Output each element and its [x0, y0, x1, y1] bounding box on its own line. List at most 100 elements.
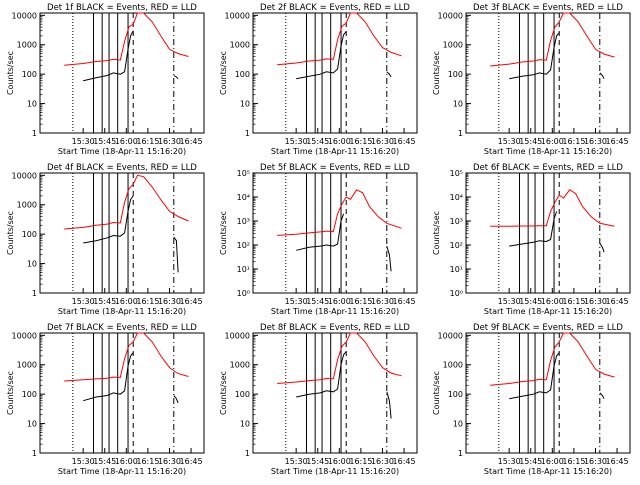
y-tick-label: 10⁴: [450, 193, 463, 202]
panel-title: Det 8f BLACK = Events, RED = LLD: [260, 323, 410, 333]
x-axis-label: Start Time (18-Apr-11 15:16:20): [271, 147, 399, 156]
y-tick-label: 10⁵: [237, 169, 250, 178]
y-tick-label: 10: [240, 100, 250, 109]
y-tick-label: 100: [22, 230, 37, 239]
x-tick-label: 16:15: [349, 137, 372, 146]
x-tick-label: 16:30: [158, 297, 181, 306]
x-tick-label: 15:30: [498, 137, 521, 146]
y-tick-label: 10⁴: [237, 193, 250, 202]
plot-frame: [39, 12, 205, 134]
x-tick-label: 15:30: [72, 457, 95, 466]
x-tick-label: 16:15: [349, 297, 372, 306]
events-series-line: [296, 351, 347, 398]
detector-panel: Det 3f BLACK = Events, RED = LLD 1 10 100 10…: [432, 3, 631, 156]
events-series-line: [509, 211, 558, 247]
events-series-line: [386, 245, 392, 272]
y-tick-label: 10: [453, 420, 463, 429]
x-tick-label: 15:45: [519, 297, 542, 306]
x-tick-label: 16:15: [349, 457, 372, 466]
events-series-line: [599, 392, 605, 399]
x-tick-label: 15:30: [498, 297, 521, 306]
x-tick-label: 16:15: [136, 457, 159, 466]
x-axis-label: Start Time (18-Apr-11 15:16:20): [271, 467, 399, 476]
y-tick-label: 10000: [12, 11, 37, 20]
x-tick-label: 16:45: [393, 137, 416, 146]
detector-panel: Det 2f BLACK = Events, RED = LLD 1 10 100 10…: [219, 3, 418, 156]
x-tick-label: 16:30: [584, 137, 607, 146]
x-tick-label: 16:00: [541, 137, 564, 146]
y-tick-label: 1000: [230, 41, 250, 50]
y-tick-label: 10²: [237, 241, 250, 250]
plot-frame: [39, 332, 205, 454]
x-tick-label: 16:15: [562, 297, 585, 306]
y-tick-label: 10⁵: [450, 169, 463, 178]
panel-title: Det 3f BLACK = Events, RED = LLD: [473, 3, 623, 13]
detector-panel: Det 9f BLACK = Events, RED = LLD 1 10 100 10…: [432, 323, 631, 476]
events-series-line: [296, 31, 347, 80]
x-axis-label: Start Time (18-Apr-11 15:16:20): [484, 147, 612, 156]
detector-panel: Det 6f BLACK = Events, RED = LLD 10⁰ 10¹ 10…: [432, 163, 631, 316]
panel-title: Det 2f BLACK = Events, RED = LLD: [260, 3, 410, 13]
plot-frame: [465, 12, 631, 134]
y-axis-label: Counts/sec: [6, 211, 15, 255]
panel-title: Det 9f BLACK = Events, RED = LLD: [473, 323, 623, 333]
y-tick-label: 10³: [237, 217, 250, 226]
y-tick-label: 1000: [230, 361, 250, 370]
x-tick-label: 15:30: [285, 137, 308, 146]
lld-series-line: [64, 332, 189, 382]
x-tick-label: 16:30: [371, 457, 394, 466]
y-axis-label: Counts/sec: [6, 371, 15, 415]
y-tick-label: 1: [458, 129, 463, 138]
x-tick-label: 16:15: [562, 137, 585, 146]
panel-title: Det 7f BLACK = Events, RED = LLD: [47, 323, 197, 333]
x-tick-label: 16:00: [541, 457, 564, 466]
x-tick-label: 16:00: [115, 137, 138, 146]
panel-title: Det 4f BLACK = Events, RED = LLD: [47, 163, 197, 173]
x-tick-label: 15:45: [93, 137, 116, 146]
x-axis-label: Start Time (18-Apr-11 15:16:20): [271, 307, 399, 316]
lld-series-line: [490, 332, 615, 386]
y-axis-label: Counts/sec: [432, 211, 441, 255]
events-series-line: [83, 30, 134, 82]
plot-frame: [252, 172, 418, 294]
y-tick-label: 10000: [12, 171, 37, 180]
y-axis-label: Counts/sec: [219, 211, 228, 255]
events-series-line: [173, 75, 179, 80]
detector-panel: Det 7f BLACK = Events, RED = LLD 1 10 100 10…: [6, 323, 205, 476]
x-axis-label: Start Time (18-Apr-11 15:16:20): [484, 307, 612, 316]
x-tick-label: 16:30: [584, 297, 607, 306]
lld-series-line: [277, 189, 402, 236]
y-axis-label: Counts/sec: [432, 51, 441, 95]
y-tick-label: 100: [448, 390, 463, 399]
x-tick-label: 16:30: [158, 457, 181, 466]
y-tick-label: 10¹: [450, 265, 463, 274]
lld-series-line: [64, 174, 189, 230]
y-tick-label: 1000: [443, 361, 463, 370]
y-tick-label: 100: [22, 70, 37, 79]
x-tick-label: 16:45: [393, 457, 416, 466]
x-tick-label: 15:45: [306, 137, 329, 146]
y-tick-label: 1: [32, 449, 37, 458]
x-tick-label: 15:30: [285, 297, 308, 306]
x-tick-label: 16:45: [180, 457, 203, 466]
x-tick-label: 16:00: [328, 137, 351, 146]
panel-title: Det 1f BLACK = Events, RED = LLD: [47, 3, 197, 13]
events-series-line: [173, 236, 179, 273]
x-tick-label: 15:45: [93, 457, 116, 466]
y-tick-label: 1000: [17, 41, 37, 50]
y-tick-label: 10000: [225, 11, 250, 20]
events-series-line: [599, 242, 605, 253]
y-axis-label: Counts/sec: [6, 51, 15, 95]
x-tick-label: 16:45: [606, 297, 629, 306]
lld-series-line: [277, 332, 402, 384]
x-tick-label: 15:30: [498, 457, 521, 466]
x-axis-label: Start Time (18-Apr-11 15:16:20): [58, 147, 186, 156]
detector-panel: Det 4f BLACK = Events, RED = LLD 1 10 100 10…: [6, 163, 205, 316]
x-tick-label: 16:45: [180, 297, 203, 306]
events-series-line: [386, 391, 392, 419]
events-series-line: [509, 352, 560, 400]
plot-frame: [252, 12, 418, 134]
lld-series-line: [490, 12, 615, 67]
